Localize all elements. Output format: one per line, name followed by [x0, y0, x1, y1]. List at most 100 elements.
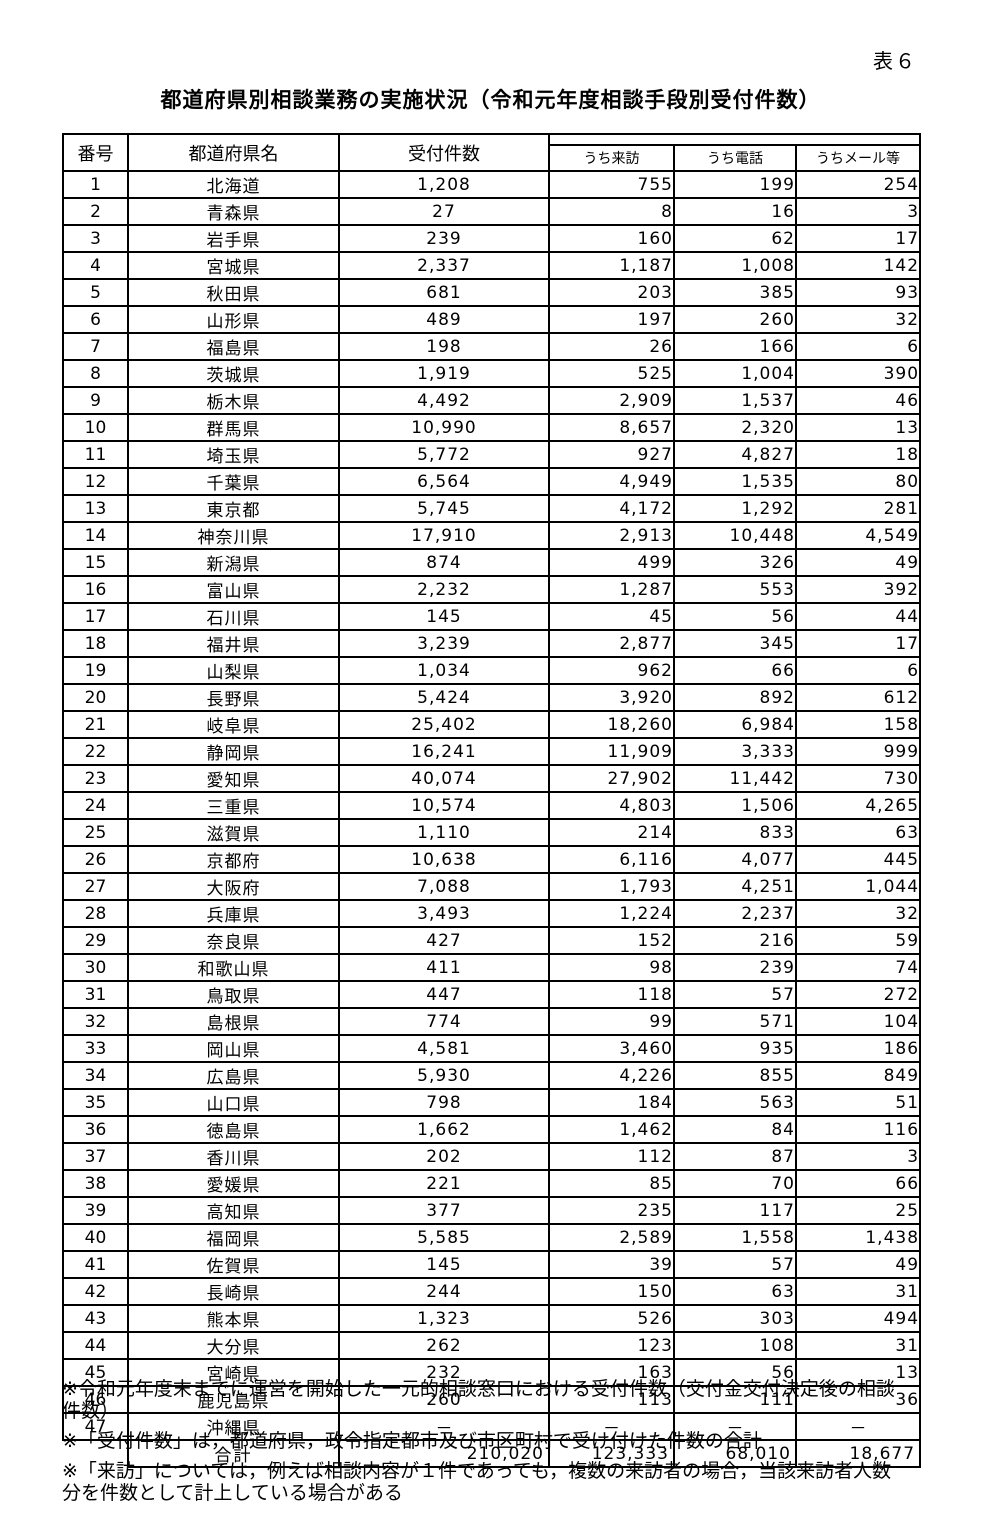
cell-prefecture: 三重県	[127, 791, 340, 820]
cell-receipts: 6,564	[338, 467, 550, 496]
col-header-receipts: 受付件数	[338, 133, 550, 172]
cell-visit: 39	[548, 1250, 675, 1279]
cell-number: 7	[62, 332, 129, 361]
cell-phone: 1,558	[673, 1223, 797, 1252]
table-row: 38 愛媛県 221 85 70 66	[62, 1169, 922, 1198]
cell-mail: 3	[794, 197, 922, 226]
cell-visit: 123	[548, 1331, 675, 1360]
cell-prefecture: 徳島県	[127, 1115, 340, 1144]
table-row: 24 三重県 10,574 4,803 1,506 4,265	[62, 791, 922, 820]
cell-phone: 6,984	[673, 710, 797, 739]
cell-phone: 1,292	[673, 494, 797, 523]
cell-number: 22	[62, 737, 129, 766]
cell-mail: 31	[794, 1277, 922, 1306]
cell-number: 38	[62, 1169, 129, 1198]
cell-prefecture: 岐阜県	[127, 710, 340, 739]
cell-phone: 216	[673, 926, 797, 955]
cell-visit: 11,909	[548, 737, 675, 766]
table-row: 10 群馬県 10,990 8,657 2,320 13	[62, 413, 922, 442]
cell-phone: 10,448	[673, 521, 797, 550]
table-row: 47 沖縄県－－－－	[62, 1412, 922, 1441]
header-top-strip	[547, 133, 922, 146]
cell-visit: 2,877	[548, 629, 675, 658]
cell-mail: 392	[794, 575, 922, 604]
cell-receipts: 4,581	[338, 1034, 550, 1063]
cell-phone: 16	[673, 197, 797, 226]
cell-number: 25	[62, 818, 129, 847]
cell-number: 35	[62, 1088, 129, 1117]
cell-prefecture: 群馬県	[127, 413, 340, 442]
cell-visit: 526	[548, 1304, 675, 1333]
cell-phone: 62	[673, 224, 797, 253]
cell-prefecture: 福島県	[127, 332, 340, 361]
cell-prefecture: 北海道	[127, 170, 340, 199]
cell-receipts: 1,208	[338, 170, 550, 199]
cell-mail: 4,265	[794, 791, 922, 820]
cell-prefecture: 茨城県	[127, 359, 340, 388]
cell-receipts: 681	[338, 278, 550, 307]
cell-mail: 49	[794, 1250, 922, 1279]
cell-visit: 927	[548, 440, 675, 469]
cell-phone: 571	[673, 1007, 797, 1036]
cell-prefecture: 島根県	[127, 1007, 340, 1036]
table-body: 1 北海道 1,208 755 199 254 2 青森県 27 8 16 3 3 岩手県 239 160 62…	[62, 170, 922, 1441]
table-row: 26 京都府 10,638 6,116 4,077 445	[62, 845, 922, 874]
table-row: 15 新潟県 874 499 326 49	[62, 548, 922, 577]
table-row: 30 和歌山県 411 98 239 74	[62, 953, 922, 982]
cell-prefecture: 栃木県	[127, 386, 340, 415]
cell-receipts: 262	[338, 1331, 550, 1360]
table-row: 3 岩手県 239 160 62 17	[62, 224, 922, 253]
cell-mail: 104	[794, 1007, 922, 1036]
cell-number: 12	[62, 467, 129, 496]
cell-prefecture: 富山県	[127, 575, 340, 604]
cell-prefecture: 岩手県	[127, 224, 340, 253]
cell-mail: 51	[794, 1088, 922, 1117]
cell-mail: 254	[794, 170, 922, 199]
cell-mail: 13	[794, 413, 922, 442]
cell-number: 11	[62, 440, 129, 469]
cell-mail: 494	[794, 1304, 922, 1333]
cell-number: 28	[62, 899, 129, 928]
cell-number: 10	[62, 413, 129, 442]
table-row: 45 宮崎県 232 163 56 13	[62, 1358, 922, 1387]
cell-phone: 166	[673, 332, 797, 361]
cell-prefecture: 奈良県	[127, 926, 340, 955]
cell-number: 30	[62, 953, 129, 982]
cell-prefecture: 高知県	[127, 1196, 340, 1225]
col-header-mail: うちメール等	[794, 144, 922, 172]
cell-number: 26	[62, 845, 129, 874]
cell-visit: 113	[548, 1385, 675, 1414]
cell-mail: 66	[794, 1169, 922, 1198]
cell-phone: 108	[673, 1331, 797, 1360]
cell-phone: 63	[673, 1277, 797, 1306]
footnote-3: ※「来訪」については，例えば相談内容が１件であっても，複数の来訪者の場合，当該来…	[62, 1460, 932, 1504]
page-title: 都道府県別相談業務の実施状況（令和元年度相談手段別受付件数）	[160, 88, 821, 112]
table-row: 32 島根県 774 99 571 104	[62, 1007, 922, 1036]
cell-visit: 197	[548, 305, 675, 334]
cell-prefecture: 長野県	[127, 683, 340, 712]
cell-number: 42	[62, 1277, 129, 1306]
cell-phone: 56	[673, 602, 797, 631]
cell-prefecture: 岡山県	[127, 1034, 340, 1063]
cell-visit: 3,920	[548, 683, 675, 712]
cell-mail: －	[794, 1412, 922, 1441]
total-mail: 18,677	[794, 1439, 922, 1468]
cell-phone: 1,004	[673, 359, 797, 388]
cell-number: 29	[62, 926, 129, 955]
cell-receipts: 1,323	[338, 1304, 550, 1333]
table-row: 22 静岡県 16,241 11,909 3,333 999	[62, 737, 922, 766]
cell-visit: 2,589	[548, 1223, 675, 1252]
cell-mail: 281	[794, 494, 922, 523]
cell-receipts: 10,638	[338, 845, 550, 874]
cell-mail: 74	[794, 953, 922, 982]
cell-mail: 49	[794, 548, 922, 577]
cell-mail: 36	[794, 1385, 922, 1414]
cell-number: 31	[62, 980, 129, 1009]
cell-number: 20	[62, 683, 129, 712]
cell-number: 1	[62, 170, 129, 199]
total-phone: 68,010	[673, 1439, 797, 1468]
cell-prefecture: 香川県	[127, 1142, 340, 1171]
table-row: 33 岡山県 4,581 3,460 935 186	[62, 1034, 922, 1063]
cell-receipts: 3,239	[338, 629, 550, 658]
cell-receipts: 4,492	[338, 386, 550, 415]
